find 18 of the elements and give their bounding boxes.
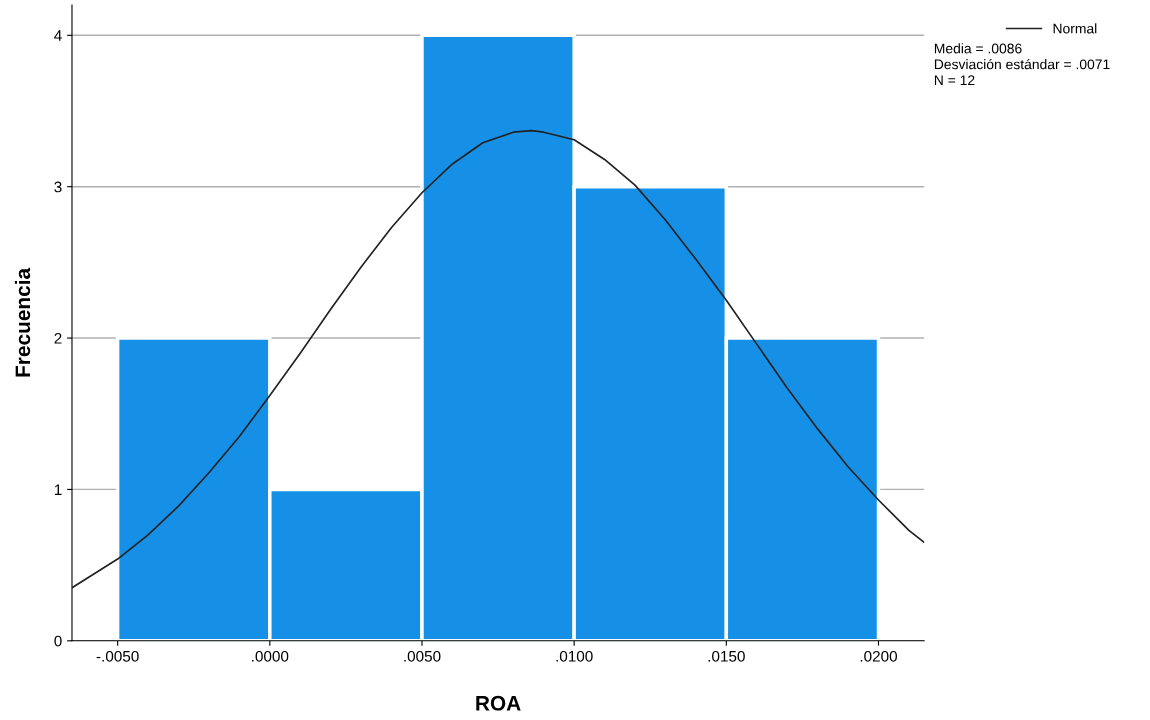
x-tick-label: .0200 [860, 650, 898, 662]
y-tick-label: 1 [54, 484, 62, 495]
x-tick-label: .0050 [404, 650, 441, 662]
legend-label: Normal [1053, 23, 1097, 34]
y-axis-title: Frecuencia [14, 267, 31, 377]
text: Desviación estándar = .0071 [934, 58, 1110, 70]
x-tick-label: .0150 [708, 650, 745, 662]
y-tick-label: 3 [54, 181, 62, 193]
x-tick-label: .0100 [556, 650, 593, 662]
y-tick-label: 4 [54, 30, 62, 41]
y-tick-label: 0 [54, 635, 62, 647]
x-tick-label: .0000 [252, 650, 289, 662]
line-series [71, 129, 925, 589]
y-tick-label: 2 [54, 332, 62, 344]
x-axis-title: ROA [476, 695, 521, 711]
text: Media = .0086 [934, 43, 1022, 54]
x-tick-label: -.0050 [96, 650, 139, 662]
text: N = 12 [934, 75, 975, 85]
